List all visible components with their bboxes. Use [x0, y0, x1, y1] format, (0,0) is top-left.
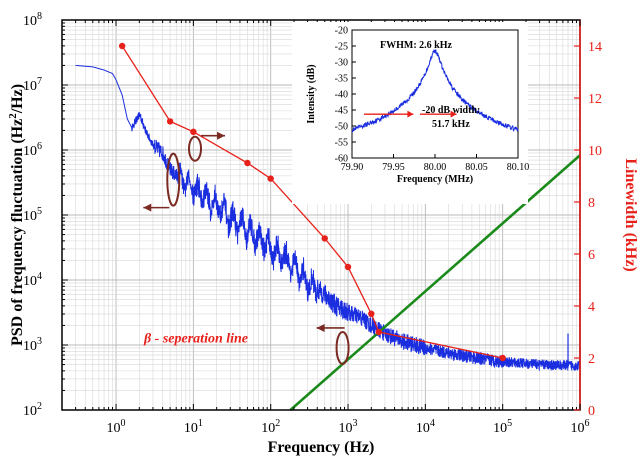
inset-width-label-line1: -20 dB width:: [422, 105, 480, 116]
linewidth-point: [368, 310, 375, 317]
inset-left-width-arrow-head: [407, 110, 414, 118]
x-tick-label: 106: [571, 418, 590, 436]
x-tick-label: 102: [261, 418, 280, 436]
inset-fwhm-label: FWHM: 2.6 kHz: [380, 40, 452, 51]
y2-tick-label: 14: [588, 40, 602, 55]
y-tick-label: 107: [23, 76, 42, 94]
linewidth-point: [344, 263, 352, 271]
separation-marker-ellipse: [335, 330, 350, 365]
beta-separation-line: [289, 154, 581, 411]
inset: 79.90 79.95 80.00 80.05 80.10 -60 -55 -50 -45 -40…: [292, 22, 529, 204]
inset-y-title: Intensity (dB): [306, 64, 317, 123]
annotation-layer: β - seperation line: [143, 131, 350, 365]
x-tick-label: 101: [184, 418, 203, 436]
inset-right-width-arrow-head: [450, 110, 457, 118]
y-tick-label: 108: [23, 11, 42, 29]
linewidth-point: [190, 128, 197, 135]
inset-y-tick-label: -20: [335, 26, 348, 37]
inset-x-tick-label: 79.90: [341, 162, 364, 173]
inset-spectrum-line: [351, 49, 519, 133]
linewidth-series-line: [121, 45, 503, 359]
y-tick-label: 104: [23, 271, 42, 289]
y-tick-label: 106: [23, 141, 42, 159]
y2-tick-label: 12: [588, 92, 602, 107]
inset-right-width-arrow: [420, 110, 457, 118]
y-tick-label: 105: [23, 206, 42, 224]
x-tick-label: 105: [493, 418, 512, 436]
inset-y-tick-label: -50: [335, 122, 348, 133]
y-tick-label: 102: [23, 401, 42, 419]
linewidth-axis-arrow-head: [217, 131, 226, 140]
psd-axis-arrow-head: [143, 203, 152, 212]
inset-width-label-line2: 51.7 kHz: [432, 119, 470, 130]
y2-tick-label: 10: [588, 144, 602, 159]
inset-y-tick-label: -35: [335, 74, 348, 85]
linewidth-point: [267, 175, 274, 182]
y-axis-title: PSD of frequency fluctuation (Hz2/Hz): [7, 84, 26, 346]
inset-x-tick-label: 79.95: [382, 162, 405, 173]
inset-y-tick-label: -45: [335, 106, 348, 117]
psd-series-line: [75, 64, 581, 372]
psd-marker-ellipse: [166, 152, 181, 207]
linewidth-marker-ellipse: [188, 135, 203, 162]
inset-y-tick-label: -55: [335, 138, 348, 149]
linewidth-point: [166, 118, 174, 125]
y2-tick-label: 6: [588, 248, 595, 263]
inset-x-tick-label: 80.00: [424, 162, 447, 173]
y2-tick-label: 8: [588, 196, 595, 211]
separation-line-label: β - seperation line: [143, 332, 248, 347]
inset-y-tick-label: -60: [335, 154, 348, 165]
linewidth-point: [375, 328, 382, 336]
inset-left-width-arrow: [364, 110, 414, 118]
psd-axis-arrow: [143, 203, 170, 212]
x-axis-title: Frequency (Hz): [268, 439, 375, 456]
y2-tick-label: 4: [588, 300, 595, 315]
inset-y-tick-label: -25: [335, 42, 348, 53]
inset-y-tick-label: -40: [335, 90, 348, 101]
y2-tick-label: 2: [588, 352, 595, 367]
x-tick-label: 103: [339, 418, 358, 436]
linewidth-point: [118, 42, 126, 50]
y-tick-label: 103: [23, 336, 42, 354]
linewidth-point: [244, 159, 251, 167]
y2-axis-title: Linewidth (kHz): [622, 158, 639, 271]
inset-x-title: Frequency (MHz): [397, 174, 473, 185]
linewidth-axis-arrow: [201, 131, 226, 140]
inset-x-tick-label: 80.05: [465, 162, 488, 173]
inset-y-tick-label: -30: [335, 58, 348, 69]
inset-x-tick-label: 80.10: [507, 162, 530, 173]
separation-axis-arrow-head: [316, 323, 325, 332]
x-tick-label: 104: [416, 418, 435, 436]
y2-tick-label: 0: [588, 404, 595, 419]
linewidth-point: [499, 354, 506, 362]
axes-layer: 100 101 102 103 104 105 1061021031041051061071…: [7, 11, 639, 456]
linewidth-point: [321, 235, 328, 242]
separation-axis-arrow: [316, 323, 345, 332]
x-tick-label: 100: [107, 418, 126, 436]
